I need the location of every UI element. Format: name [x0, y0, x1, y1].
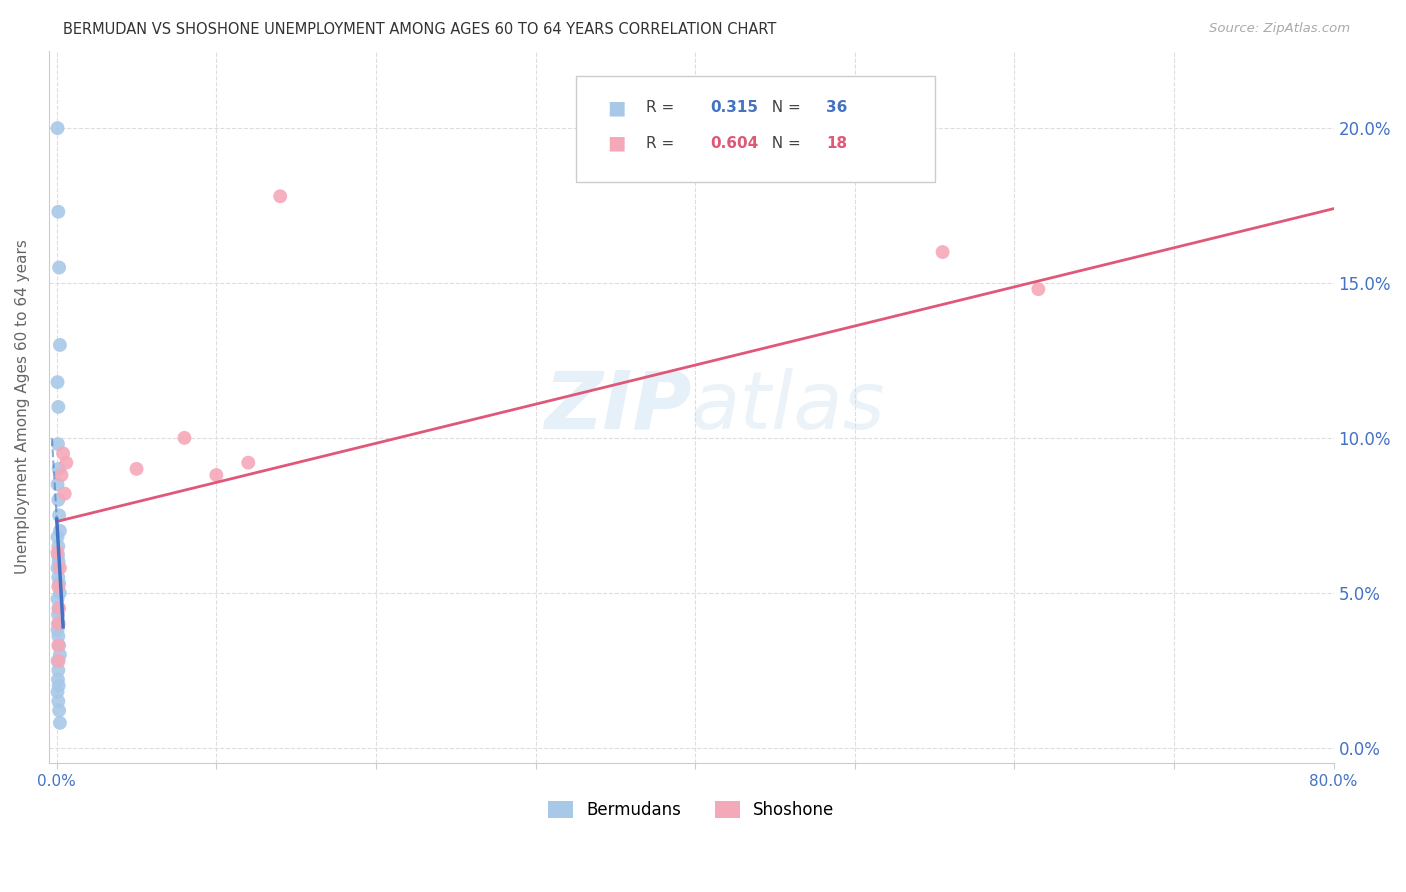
Point	[51, 468, 73, 483]
Text: 36: 36	[827, 100, 848, 115]
Point	[49, 338, 72, 352]
Point	[48, 260, 70, 275]
Text: ■: ■	[607, 98, 626, 117]
Point	[931, 245, 953, 260]
Point	[48, 576, 70, 591]
Text: R =: R =	[647, 100, 679, 115]
Point	[46, 561, 69, 575]
Point	[46, 530, 69, 544]
Point	[46, 601, 69, 615]
Point	[49, 561, 72, 575]
Point	[46, 629, 69, 643]
Point	[48, 508, 70, 523]
FancyBboxPatch shape	[575, 76, 935, 183]
Point	[238, 456, 260, 470]
Point	[46, 570, 69, 584]
Text: ZIP: ZIP	[544, 368, 692, 446]
Point	[52, 446, 75, 460]
Point	[46, 580, 69, 594]
Point	[46, 639, 69, 653]
Text: BERMUDAN VS SHOSHONE UNEMPLOYMENT AMONG AGES 60 TO 64 YEARS CORRELATION CHART: BERMUDAN VS SHOSHONE UNEMPLOYMENT AMONG …	[63, 22, 776, 37]
Point	[46, 616, 69, 631]
Point	[46, 545, 69, 559]
Text: atlas: atlas	[692, 368, 886, 446]
Text: Source: ZipAtlas.com: Source: ZipAtlas.com	[1209, 22, 1350, 36]
Point	[46, 685, 69, 699]
Point	[48, 639, 70, 653]
Point	[46, 654, 69, 668]
Point	[205, 468, 228, 483]
Text: 0.604: 0.604	[710, 136, 759, 151]
Point	[46, 400, 69, 414]
Point	[46, 121, 69, 136]
Text: N =: N =	[762, 100, 806, 115]
Point	[46, 204, 69, 219]
Point	[49, 524, 72, 538]
Point	[49, 715, 72, 730]
Text: N =: N =	[762, 136, 806, 151]
Point	[53, 486, 76, 500]
Text: R =: R =	[647, 136, 679, 151]
Point	[48, 679, 70, 693]
Point	[1028, 282, 1050, 296]
Point	[55, 456, 77, 470]
Point	[48, 462, 70, 476]
Point	[46, 607, 69, 622]
Point	[48, 555, 70, 569]
Point	[46, 437, 69, 451]
Point	[49, 648, 72, 662]
Point	[125, 462, 148, 476]
Point	[173, 431, 195, 445]
Point	[46, 492, 69, 507]
Point	[49, 586, 72, 600]
Point	[48, 703, 70, 717]
Point	[46, 623, 69, 637]
Point	[48, 654, 70, 668]
Point	[46, 549, 69, 563]
Point	[269, 189, 291, 203]
Point	[46, 539, 69, 553]
Text: ■: ■	[607, 134, 626, 153]
Point	[46, 673, 69, 687]
Point	[46, 591, 69, 606]
Text: 0.315: 0.315	[710, 100, 758, 115]
Point	[46, 663, 69, 677]
Point	[46, 375, 69, 389]
Point	[46, 477, 69, 491]
Legend: Bermudans, Shoshone: Bermudans, Shoshone	[541, 795, 841, 826]
Y-axis label: Unemployment Among Ages 60 to 64 years: Unemployment Among Ages 60 to 64 years	[15, 239, 30, 574]
Point	[48, 616, 70, 631]
Text: 18: 18	[827, 136, 848, 151]
Point	[46, 694, 69, 708]
Point	[48, 601, 70, 615]
